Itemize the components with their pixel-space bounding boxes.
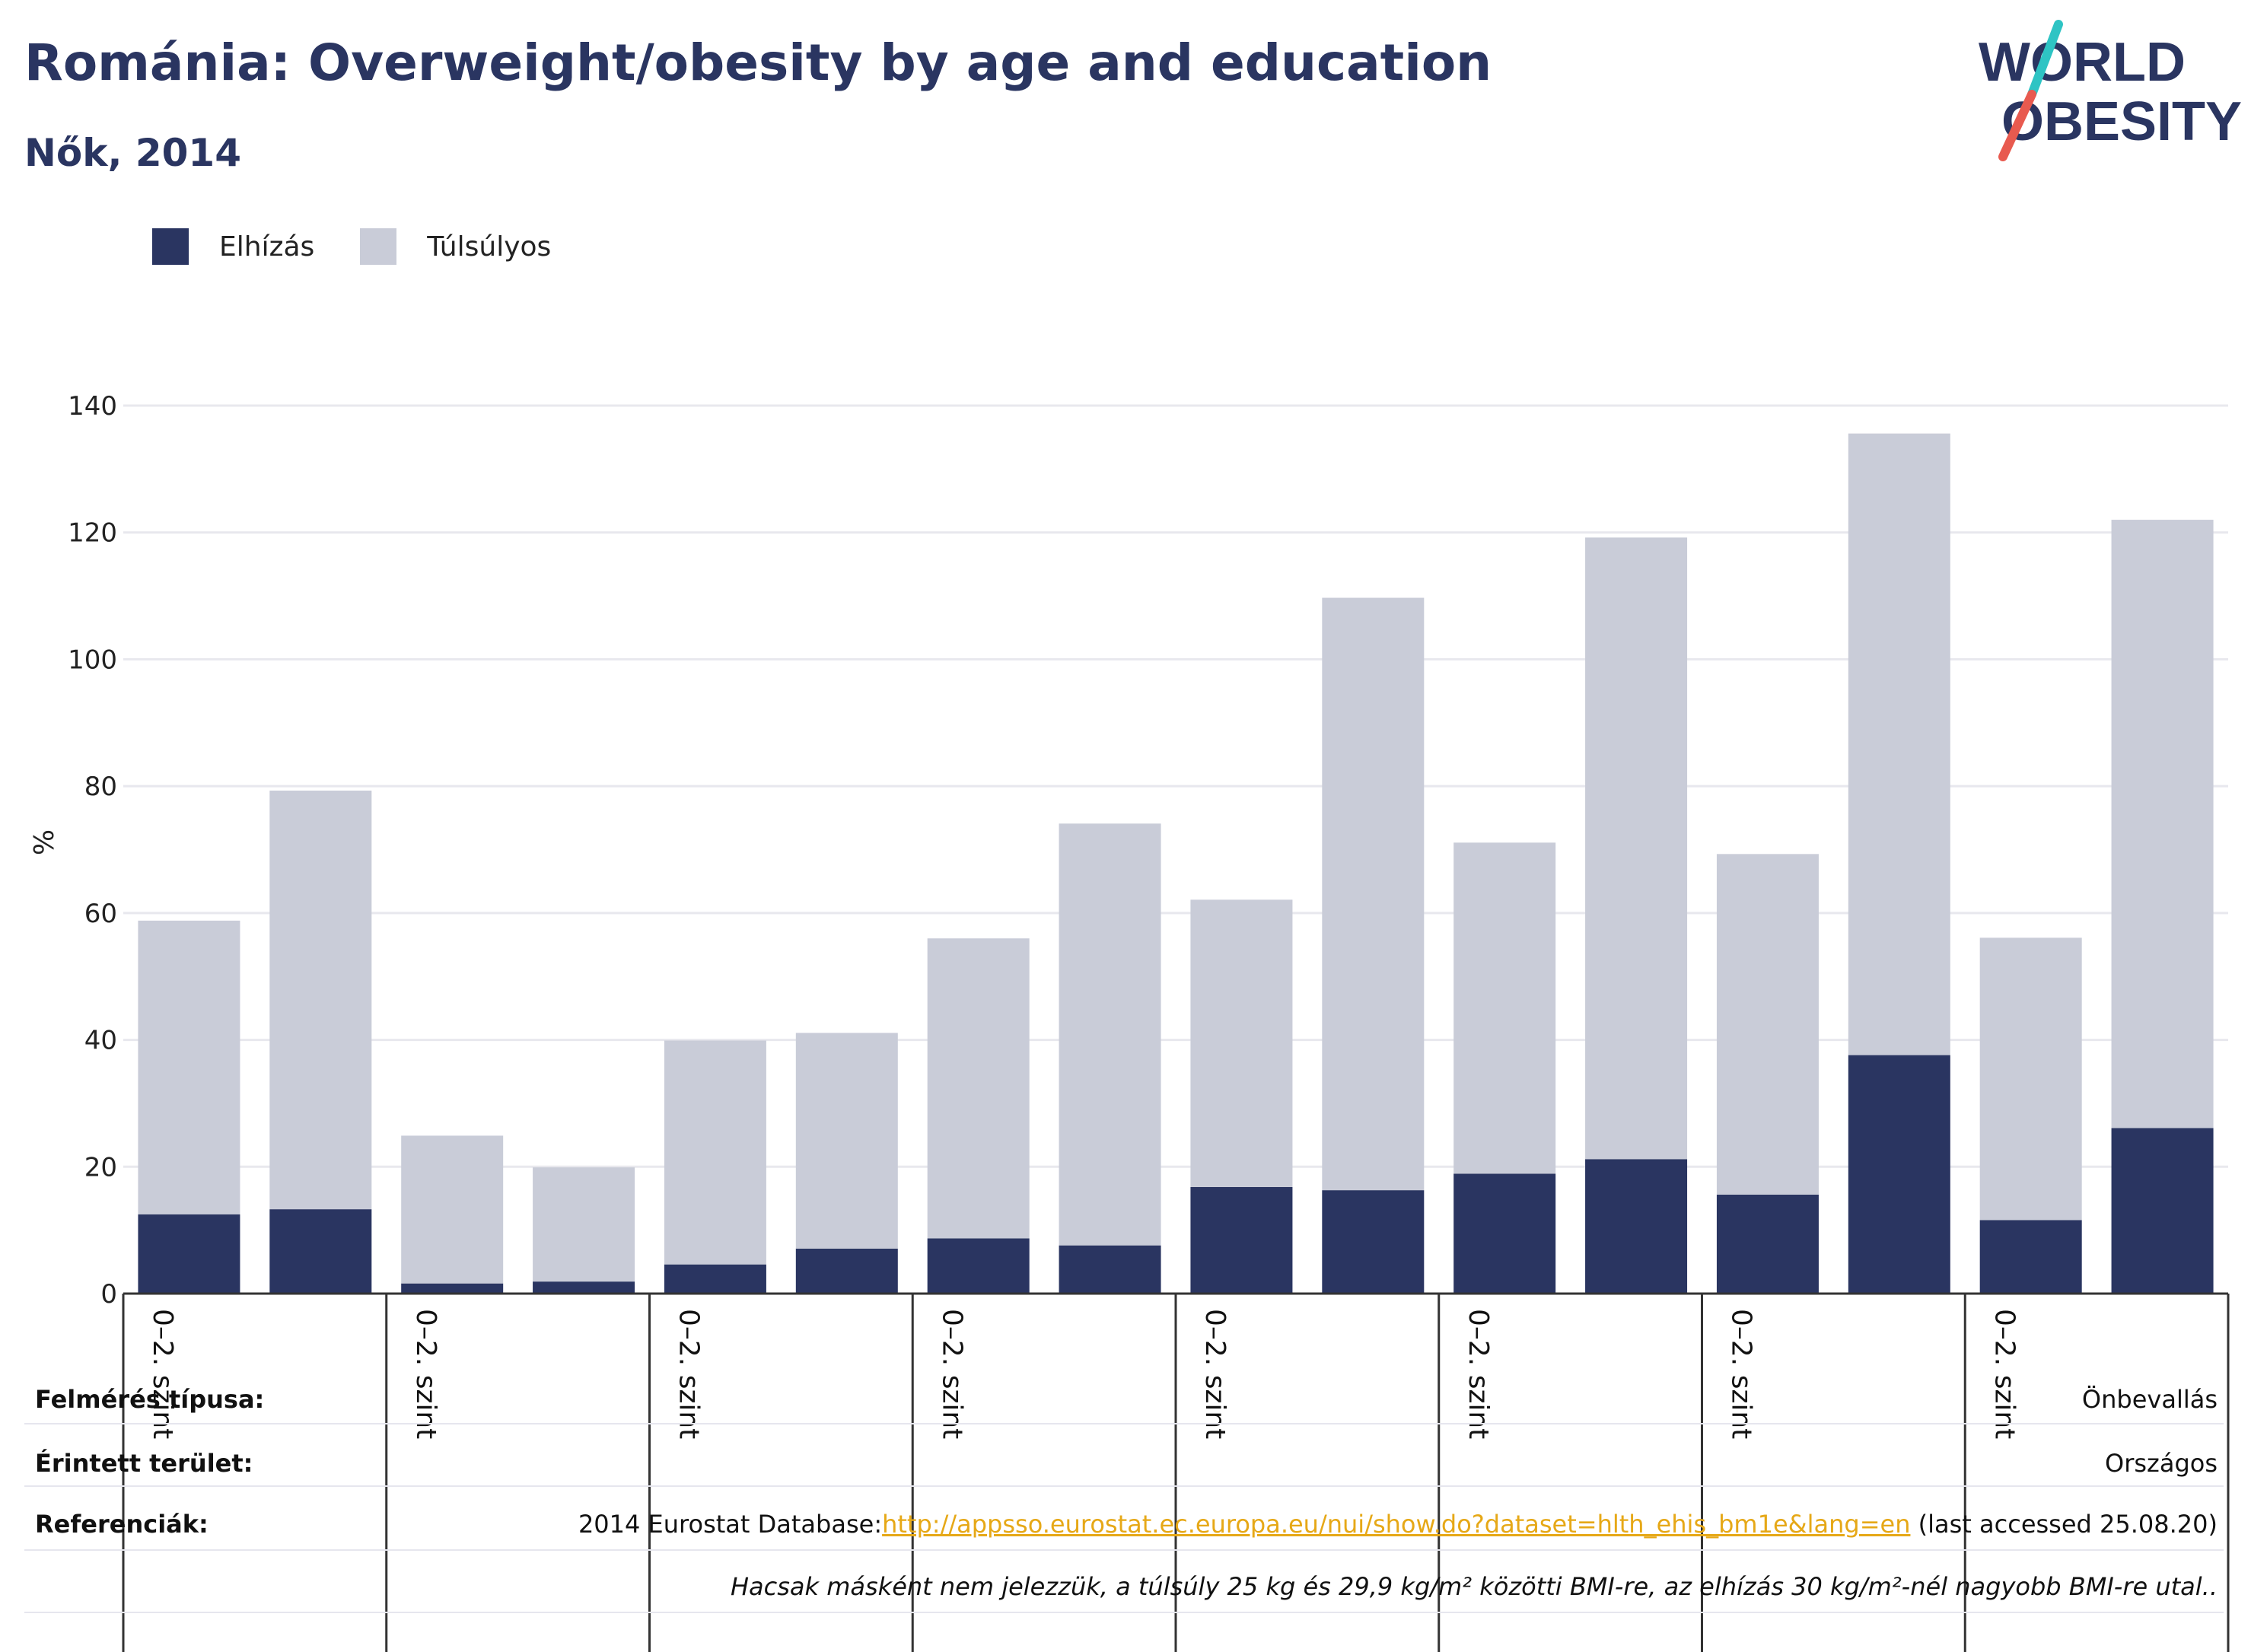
chart-subtitle: Nők, 2014 <box>24 131 242 175</box>
y-tick-label: 120 <box>68 518 117 549</box>
chart-legend: Elhízás Túlsúlyos <box>152 225 597 268</box>
bar-overweight <box>664 1040 766 1265</box>
x-group-label: 0–2. szint <box>1463 1309 1494 1439</box>
bar-overweight <box>138 920 240 1214</box>
logo-slash-bottom <box>1998 90 2036 161</box>
bar-overweight <box>269 790 372 1210</box>
bar-obesity <box>1848 1055 1950 1294</box>
x-group-label: 0–2. szint <box>147 1309 178 1439</box>
bar-overweight <box>1979 937 2082 1221</box>
bar-obesity <box>138 1214 240 1294</box>
y-tick-label: 80 <box>84 772 117 802</box>
bar-overweight <box>401 1135 504 1284</box>
bar-overweight <box>795 1033 898 1249</box>
y-tick-label: 20 <box>84 1152 117 1183</box>
bar-overweight <box>1716 854 1819 1195</box>
bar-overweight <box>1190 899 1293 1187</box>
legend-label-obesity: Elhízás <box>219 231 315 263</box>
bar-obesity <box>1190 1186 1293 1294</box>
x-group-label: 0–2. szint <box>1988 1309 2020 1439</box>
bar-obesity <box>927 1238 1030 1294</box>
bar-overweight <box>1453 842 1556 1174</box>
y-tick-label: 60 <box>84 899 117 929</box>
y-tick-label: 40 <box>84 1026 117 1056</box>
bar-obesity <box>401 1283 504 1294</box>
legend-swatch-overweight <box>360 228 397 265</box>
logo-slash-top <box>2027 20 2063 99</box>
y-tick-label: 100 <box>68 645 117 675</box>
bar-obesity <box>533 1281 635 1294</box>
y-tick-label: 140 <box>68 391 117 422</box>
x-group-label: 0–2. szint <box>1726 1309 1757 1439</box>
logo-line1: WORLD <box>1979 32 2186 93</box>
bar-overweight <box>927 938 1030 1239</box>
legend-item-obesity[interactable]: Elhízás <box>152 228 314 265</box>
bar-overweight <box>1059 823 1161 1246</box>
bar-overweight <box>1585 537 1688 1160</box>
bar-obesity <box>1059 1245 1161 1294</box>
bar-obesity <box>795 1248 898 1294</box>
legend-swatch-obesity <box>152 228 189 265</box>
bar-overweight <box>533 1167 635 1282</box>
bar-obesity <box>1716 1194 1819 1294</box>
chart-title: Románia: Overweight/obesity by age and e… <box>24 33 1492 92</box>
bar-obesity <box>1322 1190 1425 1294</box>
bar-overweight <box>1322 597 1425 1191</box>
y-tick-label: 0 <box>100 1279 117 1310</box>
y-axis-label: % <box>29 829 60 855</box>
x-group-label: 0–2. szint <box>410 1309 441 1439</box>
legend-item-overweight[interactable]: Túlsúlyos <box>360 228 551 265</box>
bar-obesity <box>1979 1220 2082 1294</box>
bar-overweight <box>1848 433 1950 1055</box>
legend-label-overweight: Túlsúlyos <box>427 231 552 263</box>
bar-obesity <box>2111 1128 2214 1294</box>
x-group-label: 0–2. szint <box>936 1309 967 1439</box>
x-group-label: 0–2. szint <box>673 1309 705 1439</box>
logo-line2: OBESITY <box>2001 91 2241 152</box>
bar-obesity <box>664 1264 766 1294</box>
bar-obesity <box>269 1209 372 1294</box>
world-obesity-logo: WORLD OBESITY <box>1979 20 2241 161</box>
bar-overweight <box>2111 520 2214 1128</box>
bar-chart: 0 20 40 60 80 100 120 140% 0–2. szint 0–2. szint 0… <box>29 391 2230 1652</box>
x-group-label: 0–2. szint <box>1199 1309 1231 1439</box>
bar-obesity <box>1585 1159 1688 1294</box>
bar-obesity <box>1453 1173 1556 1294</box>
